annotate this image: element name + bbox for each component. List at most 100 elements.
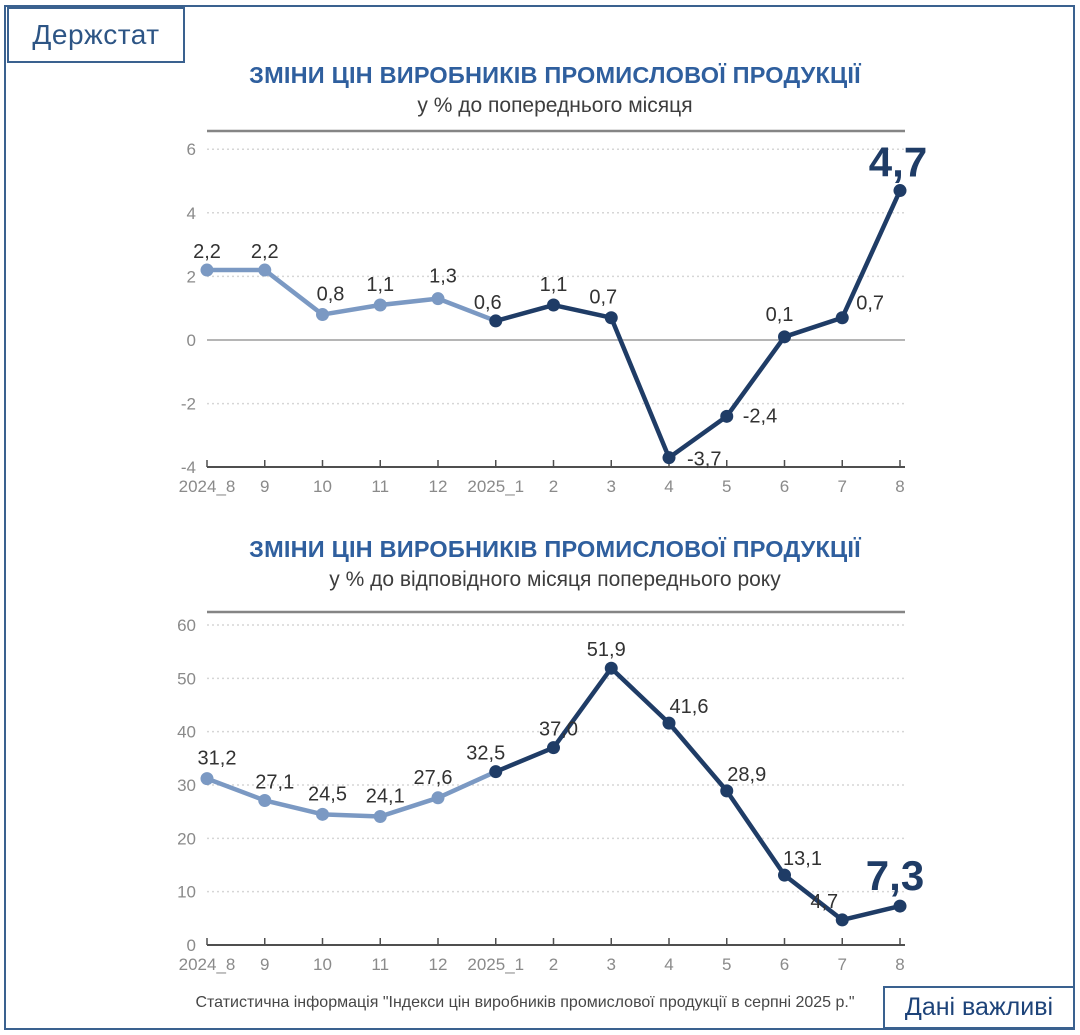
data-point — [835, 913, 849, 927]
series-line-2024 — [204, 769, 498, 819]
x-tick-label: 2025_1 — [467, 477, 524, 496]
x-tick-label: 9 — [260, 477, 269, 496]
data-point — [373, 298, 387, 312]
chart1-subtitle: у % до попереднього місяця — [417, 94, 693, 117]
data-point — [778, 868, 791, 882]
y-tick-label: 0 — [187, 936, 196, 955]
derzhstat-logo: Держстат — [7, 7, 185, 63]
series-line-2025 — [493, 188, 903, 460]
x-tick-label: 2024_8 — [179, 477, 236, 496]
data-matters-badge: Дані важливі — [883, 986, 1075, 1029]
y-tick-label: 6 — [187, 140, 196, 159]
data-point-label: 32,5 — [466, 743, 505, 765]
data-point — [778, 330, 791, 344]
data-point-label: 2,2 — [193, 241, 221, 263]
x-tick-label: 4 — [664, 477, 673, 496]
highlight-point-label: 4,7 — [869, 139, 927, 186]
data-point — [258, 793, 272, 807]
data-point-label: 2,2 — [251, 241, 279, 263]
x-tick-label: 11 — [371, 955, 389, 974]
x-tick-label: 9 — [260, 955, 269, 974]
x-tick-label: 12 — [429, 477, 448, 496]
x-tick-label: 2 — [549, 477, 558, 496]
data-point — [720, 409, 734, 423]
chart1-title: ЗМІНИ ЦІН ВИРОБНИКІВ ПРОМИСЛОВОЇ ПРОДУКЦ… — [249, 62, 861, 88]
data-point-label: 27,1 — [255, 771, 294, 793]
data-point-label: 0,1 — [766, 304, 794, 326]
data-point — [431, 292, 445, 306]
data-point — [604, 661, 618, 675]
y-tick-label: 0 — [187, 331, 196, 350]
chart2-subtitle: у % до відповідного місяця попереднього … — [329, 568, 781, 591]
data-point-label: 28,9 — [727, 764, 766, 786]
data-point — [200, 263, 214, 277]
data-point-label: 37,0 — [539, 719, 578, 741]
y-tick-label: 10 — [177, 883, 196, 902]
data-point-label: 4,7 — [810, 891, 838, 913]
x-tick-label: 8 — [895, 477, 904, 496]
data-point-label: 13,1 — [783, 848, 822, 870]
x-tick-label: 10 — [313, 955, 332, 974]
data-point — [662, 716, 676, 730]
data-point-label: 0,8 — [317, 284, 345, 306]
x-tick-label: 11 — [371, 477, 389, 496]
data-point-label: 51,9 — [587, 639, 626, 661]
data-point-label: 1,3 — [429, 266, 457, 288]
data-point — [431, 791, 445, 805]
data-point-label: 41,6 — [670, 696, 709, 718]
data-point — [547, 741, 560, 755]
y-tick-label: -4 — [181, 458, 196, 477]
data-point-label: -3,7 — [687, 449, 721, 471]
data-point-label: 0,7 — [589, 287, 617, 309]
data-point — [200, 772, 214, 786]
x-tick-label: 7 — [838, 477, 847, 496]
y-tick-label: 30 — [177, 776, 196, 795]
x-tick-label: 4 — [664, 955, 673, 974]
data-point — [547, 298, 560, 312]
data-point-label: 31,2 — [198, 748, 237, 770]
series-line-2025 — [493, 665, 903, 923]
highlight-point-label: 7,3 — [866, 852, 924, 899]
data-point-label: 24,1 — [366, 785, 405, 807]
x-tick-label: 8 — [895, 955, 904, 974]
data-point — [316, 308, 329, 322]
source-note: Статистична інформація "Індекси цін виро… — [195, 994, 855, 1011]
x-tick-label: 5 — [722, 477, 731, 496]
data-point — [316, 807, 329, 821]
data-point-label: 1,1 — [540, 274, 568, 296]
x-tick-label: 10 — [313, 477, 332, 496]
logo-text: Держстат — [32, 19, 160, 50]
data-point — [720, 784, 734, 798]
x-tick-label: 7 — [838, 955, 847, 974]
data-point-label: -2,4 — [743, 405, 777, 427]
y-tick-label: 40 — [177, 723, 196, 742]
y-tick-label: 60 — [177, 616, 196, 635]
data-point — [489, 314, 503, 328]
data-point-label: 1,1 — [366, 274, 394, 296]
data-point-label: 0,7 — [856, 293, 884, 315]
data-point-label: 24,5 — [308, 783, 347, 805]
y-tick-label: -2 — [181, 395, 196, 414]
x-tick-label: 6 — [780, 955, 789, 974]
y-tick-label: 2 — [187, 267, 196, 286]
y-tick-label: 4 — [187, 204, 196, 223]
data-point — [373, 809, 387, 823]
series-line-2024 — [204, 267, 498, 324]
x-tick-label: 2024_8 — [179, 955, 236, 974]
data-point — [835, 311, 849, 325]
data-point-label: 0,6 — [474, 292, 502, 314]
x-tick-label: 3 — [607, 477, 616, 496]
data-point — [489, 765, 503, 779]
x-tick-label: 5 — [722, 955, 731, 974]
data-point — [662, 451, 676, 465]
x-tick-label: 2025_1 — [467, 955, 524, 974]
data-point — [893, 899, 907, 913]
badge-text: Дані важливі — [904, 993, 1054, 1021]
data-point — [258, 263, 272, 277]
data-point — [604, 311, 618, 325]
chart2-title: ЗМІНИ ЦІН ВИРОБНИКІВ ПРОМИСЛОВОЇ ПРОДУКЦ… — [249, 536, 861, 562]
x-tick-label: 6 — [780, 477, 789, 496]
data-point — [893, 184, 907, 198]
y-tick-label: 50 — [177, 669, 196, 688]
